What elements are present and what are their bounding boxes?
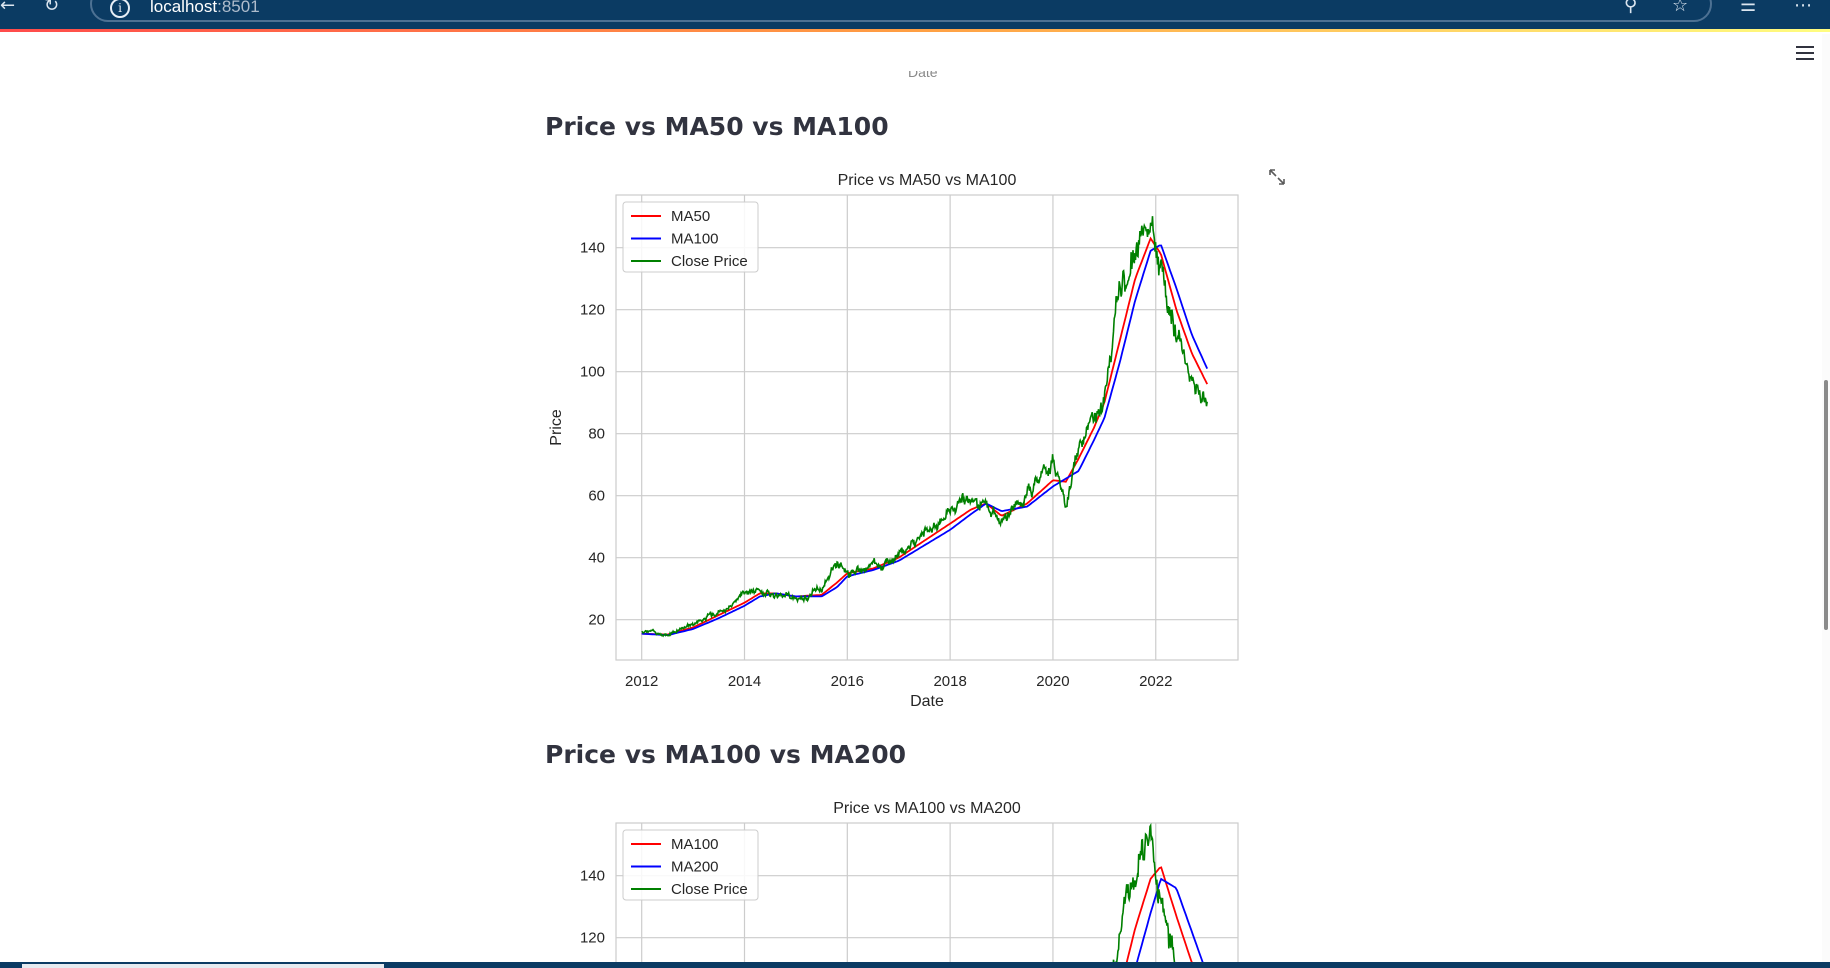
legend-label: Close Price	[671, 253, 748, 270]
chart-legend	[622, 201, 759, 273]
fullscreen-expand-icon[interactable]	[1268, 168, 1286, 186]
chart-price-ma50-ma100: Price vs MA50 vs MA100 20 40 60 80 100 120 140 2…	[548, 172, 1239, 710]
hamburger-menu-icon[interactable]	[1796, 46, 1814, 60]
x-tick-label: 2016	[831, 673, 864, 690]
series-line-close-price	[641, 216, 1208, 638]
url-text[interactable]: localhost:8501	[150, 0, 260, 17]
y-tick-label: 80	[588, 426, 605, 443]
chart-price-ma100-ma200: Price vs MA100 vs MA200 120 140 MA100 MA200 C…	[580, 800, 1239, 964]
taskbar-strip	[0, 962, 1830, 968]
back-arrow-icon[interactable]: ←	[0, 0, 16, 16]
y-tick-label: 120	[580, 302, 605, 319]
url-port: :8501	[217, 0, 260, 16]
series-line-ma100	[641, 244, 1209, 637]
chart-title: Price vs MA100 vs MA200	[833, 800, 1021, 817]
x-tick-label: 2020	[1036, 673, 1069, 690]
y-tick-label: 100	[580, 364, 605, 381]
zoom-out-icon[interactable]: ⚲	[1624, 0, 1638, 16]
x-tick-label: 2022	[1139, 673, 1172, 690]
y-tick-label: 140	[580, 240, 605, 257]
legend-label: Close Price	[671, 881, 748, 898]
y-tick-label: 140	[580, 868, 605, 885]
reload-icon[interactable]: ↻	[44, 0, 60, 16]
address-bar[interactable]	[90, 0, 1712, 22]
scrollbar-thumb[interactable]	[1824, 380, 1828, 630]
taskbar-active-segment	[22, 964, 384, 968]
y-tick-label: 20	[588, 612, 605, 629]
x-axis-label: Date	[910, 693, 944, 710]
y-tick-label: 120	[580, 930, 605, 947]
x-tick-label: 2014	[728, 673, 761, 690]
info-icon[interactable]: i	[110, 0, 130, 18]
section-title-ma50-ma100: Price vs MA50 vs MA100	[545, 112, 889, 141]
y-tick-label: 40	[588, 550, 605, 567]
chart-title: Price vs MA50 vs MA100	[838, 172, 1017, 189]
x-tick-label: 2012	[625, 673, 658, 690]
favorite-star-icon[interactable]: ☆	[1672, 0, 1689, 16]
series-line-ma50	[641, 236, 1209, 636]
legend-label: MA100	[671, 836, 719, 853]
x-tick-label: 2018	[933, 673, 966, 690]
legend-label: MA200	[671, 859, 719, 876]
more-options-icon[interactable]: ⋯	[1794, 0, 1812, 16]
url-host: localhost	[150, 0, 218, 16]
chart-legend	[622, 829, 759, 901]
y-axis-label: Price	[548, 409, 565, 446]
app-decoration-bar	[0, 29, 1830, 32]
clipped-axis-label: Date	[908, 71, 938, 77]
legend-label: MA100	[671, 231, 719, 248]
favorites-list-icon[interactable]: ☰	[1740, 0, 1757, 16]
y-tick-label: 60	[588, 488, 605, 505]
legend-label: MA50	[671, 208, 710, 225]
section-title-ma100-ma200: Price vs MA100 vs MA200	[545, 740, 906, 769]
